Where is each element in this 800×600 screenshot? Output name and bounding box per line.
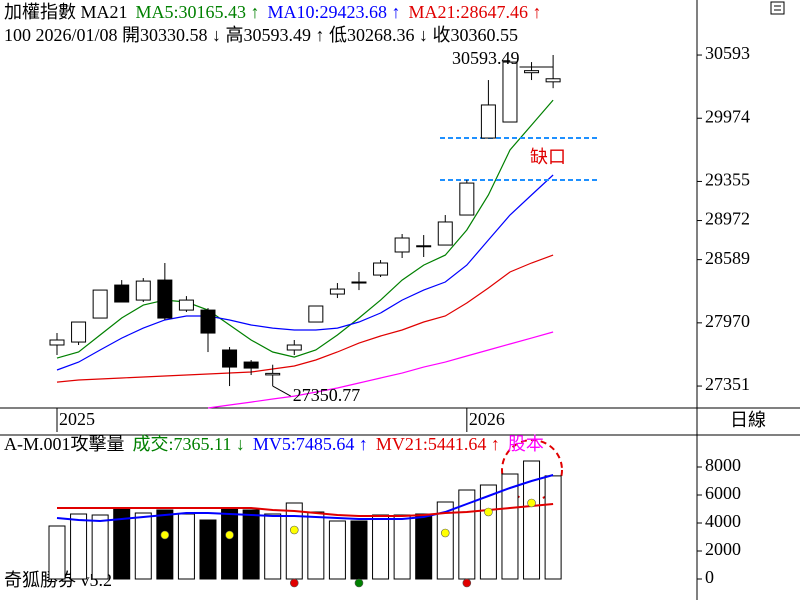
- volume-bar: [393, 514, 411, 580]
- ohlc-info: 100 2026/01/08 開30330.58 ↓ 高30593.49 ↑ 低…: [4, 25, 518, 45]
- candle-body: [157, 279, 173, 319]
- volume-bar: [501, 473, 519, 580]
- period-label: 日線: [730, 410, 766, 430]
- candle-body: [329, 288, 345, 295]
- volume-bar: [285, 502, 303, 580]
- low-label: 27350.77: [293, 385, 361, 405]
- ma-line: [56, 99, 554, 359]
- candle-body: [480, 104, 496, 139]
- y-tick-label: 29974: [705, 106, 750, 126]
- volume-bar: [328, 520, 346, 580]
- legend-entry: 加權指數 MA21: [4, 2, 128, 22]
- y-tick-label: 4000: [705, 511, 741, 531]
- candle-body: [545, 78, 561, 83]
- volume-bar: [350, 520, 368, 580]
- signal-dot: [225, 530, 234, 540]
- candle-body: [178, 299, 194, 311]
- candle-body: [286, 344, 302, 351]
- volume-bar: [264, 513, 282, 580]
- candle-body: [394, 237, 410, 253]
- ma-line: [56, 254, 554, 383]
- candle-body: [92, 289, 108, 319]
- legend-entry: MA10:29423.68 ↑: [268, 2, 401, 22]
- volume-bar: [70, 513, 88, 580]
- y-tick-label: 28589: [705, 248, 750, 268]
- candle-body: [308, 305, 324, 323]
- y-tick-label: 27970: [705, 311, 750, 331]
- volume-bar: [523, 460, 541, 580]
- signal-dot: [289, 525, 299, 535]
- volume-bar: [134, 512, 152, 580]
- y-tick-label: 30593: [705, 43, 750, 63]
- legend-entry: 股本: [508, 434, 544, 454]
- signal-dot: [289, 578, 299, 588]
- y-tick-label: 28972: [705, 209, 750, 229]
- volume-bar: [307, 511, 325, 580]
- legend-entry: MV5:7485.64 ↑: [253, 434, 368, 454]
- volume-bar: [91, 514, 109, 580]
- y-tick-label: 2000: [705, 539, 741, 559]
- candle-body: [373, 262, 389, 276]
- legend-entry: MV21:5441.64 ↑: [376, 434, 500, 454]
- highlight-circle: [501, 439, 563, 501]
- volume-bar: [48, 525, 66, 580]
- candle-body: [222, 349, 238, 368]
- volume-bar: [242, 509, 260, 580]
- gap-label: 缺口: [530, 147, 566, 167]
- chart-title: 加權指數 MA21 MA5:30165.43 ↑ MA10:29423.68 ↑ MA…: [4, 2, 542, 22]
- candle-body: [502, 61, 518, 123]
- candle-body: [437, 221, 453, 246]
- y-tick-label: 29355: [705, 170, 750, 190]
- y-tick-label: 8000: [705, 455, 741, 475]
- ma-line: [207, 331, 554, 409]
- volume-bar: [436, 501, 454, 580]
- y-tick-label: 27351: [705, 374, 750, 394]
- volume-bar: [156, 509, 174, 580]
- candle-body: [351, 281, 367, 284]
- signal-dot: [440, 528, 450, 538]
- x-tick-label: 2025: [59, 409, 95, 429]
- legend-entry: 成交:7365.11 ↓: [133, 434, 245, 454]
- legend-entry: MA5:30165.43 ↑: [136, 2, 260, 22]
- volume-title: A-M.001攻擊量 成交:7365.11 ↓ MV5:7485.64 ↑ MV21:…: [4, 434, 544, 454]
- signal-dot: [484, 507, 493, 517]
- high-label: 30593.49: [452, 48, 520, 68]
- volume-bar: [177, 513, 195, 580]
- candle-body: [200, 309, 216, 334]
- window-icon[interactable]: [770, 1, 785, 15]
- candle-body: [416, 245, 432, 248]
- y-tick-label: 0: [705, 567, 714, 587]
- volume-bar: [544, 475, 562, 580]
- x-tick-label: 2026: [469, 409, 505, 429]
- volume-bar: [372, 514, 390, 580]
- candle-body: [135, 280, 151, 301]
- signal-dot: [527, 498, 536, 508]
- ma-line: [56, 174, 554, 371]
- volume-bar: [199, 519, 217, 580]
- low-leader: [272, 385, 291, 397]
- volume-bar: [221, 507, 239, 580]
- candle-body: [459, 182, 475, 216]
- mv-line: [56, 474, 554, 523]
- volume-bar: [415, 513, 433, 580]
- mv-line: [57, 503, 554, 517]
- volume-bar: [479, 484, 497, 580]
- candle-body: [49, 339, 65, 346]
- candle-body: [524, 70, 540, 74]
- y-tick-label: 6000: [705, 483, 741, 503]
- candle-body: [114, 284, 130, 303]
- signal-dot: [354, 578, 364, 588]
- candle-body: [243, 361, 259, 369]
- signal-dot: [160, 530, 170, 540]
- candle-body: [265, 372, 281, 376]
- legend-entry: A-M.001攻擊量: [4, 434, 125, 454]
- candle-body: [71, 321, 87, 343]
- legend-entry: MA21:28647.46 ↑: [409, 2, 542, 22]
- signal-dot: [462, 578, 472, 588]
